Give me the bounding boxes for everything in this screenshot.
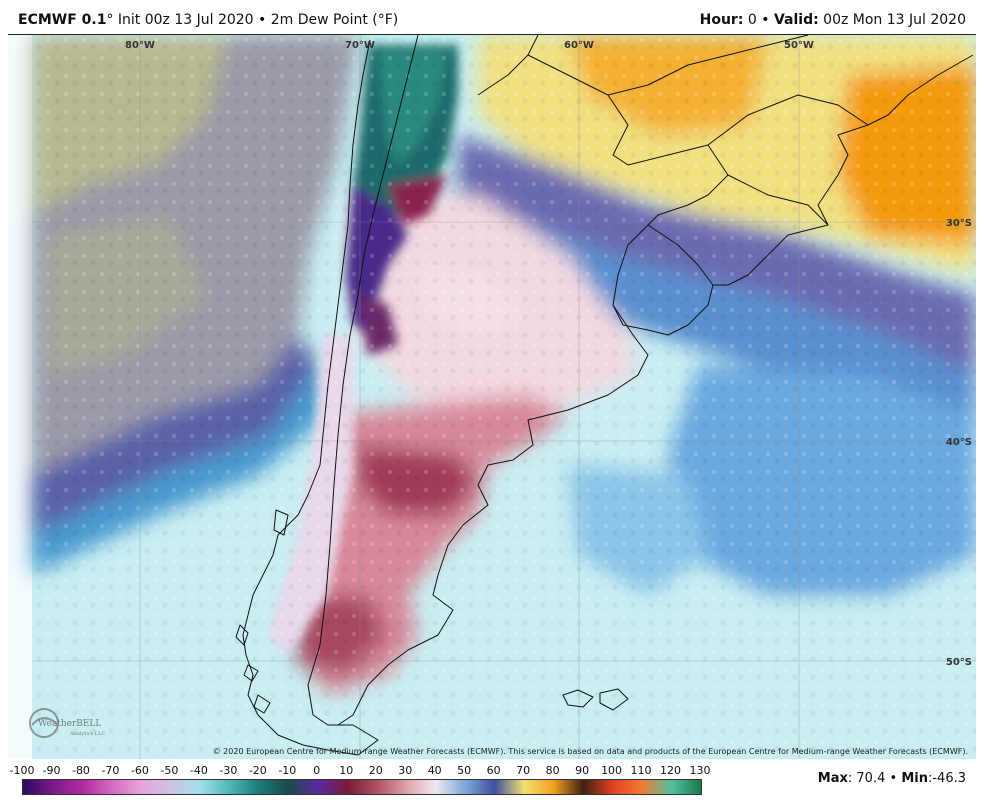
- colorbar-tick-130: 130: [689, 764, 711, 777]
- colorbar-tick--10: -10: [278, 764, 297, 777]
- colorbar-tick--100: -100: [9, 764, 35, 777]
- colorbar-tick-110: 110: [630, 764, 652, 777]
- uruguay-border: [612, 224, 714, 336]
- andes-border: [307, 35, 419, 756]
- bullet-separator: •: [761, 12, 770, 28]
- max-label: Max: [817, 771, 848, 786]
- argentina-atlantic-coast: [337, 304, 649, 726]
- graticule: [32, 35, 976, 759]
- lat-label-50s: 50°S: [946, 657, 972, 668]
- chiloe-island: [273, 509, 289, 536]
- lon-label-50w: 50°W: [784, 40, 814, 51]
- colorbar-tick--60: -60: [130, 764, 149, 777]
- model-name: ECMWF 0.1: [18, 12, 107, 28]
- logo-text: WeatherBELL: [38, 719, 101, 729]
- rio-grande-border: [713, 174, 829, 286]
- colorbar-tick--30: -30: [219, 764, 238, 777]
- falklands-east: [599, 688, 629, 711]
- colorbar-tick--70: -70: [101, 764, 120, 777]
- colorbar-tick--90: -90: [42, 764, 61, 777]
- colorbar-tick-70: 70: [516, 764, 531, 777]
- bullet-separator: •: [889, 771, 898, 786]
- colorbar-tick-50: 50: [457, 764, 472, 777]
- chile-island-2: [243, 664, 259, 682]
- texture-overlay: [32, 35, 976, 759]
- falklands-west: [562, 689, 594, 708]
- colorbar-tick-100: 100: [601, 764, 623, 777]
- weatherbell-logo: WeatherBELL Analytics LLC: [29, 708, 105, 738]
- copyright-notice: © 2020 European Centre for Medium-range …: [213, 747, 968, 756]
- colorbar-tick-20: 20: [368, 764, 383, 777]
- colorbar-tick-90: 90: [575, 764, 590, 777]
- left-margin-strip: [8, 35, 32, 759]
- header: ECMWF 0.1° Init 00z 13 Jul 2020 • 2m Dew…: [0, 0, 984, 34]
- colorbar: [22, 779, 702, 795]
- init-time: Init 00z 13 Jul 2020: [117, 12, 254, 28]
- colorbar-tick--20: -20: [248, 764, 267, 777]
- paraguay-border: [527, 54, 729, 226]
- colorbar-tick-10: 10: [339, 764, 354, 777]
- logo-subtext: Analytics LLC: [69, 731, 105, 737]
- chile-island-3: [253, 694, 271, 714]
- min-value: -46.3: [932, 771, 966, 786]
- chile-island-1: [235, 624, 249, 646]
- map-title: ECMWF 0.1° Init 00z 13 Jul 2020 • 2m Dew…: [18, 12, 398, 28]
- colorbar-tick-60: 60: [486, 764, 501, 777]
- lat-label-30s: 30°S: [946, 218, 972, 229]
- colorbar-tick-0: 0: [313, 764, 321, 777]
- lon-label-60w: 60°W: [564, 40, 594, 51]
- colorbar-tick-labels: -100 -90 -80 -70 -60 -50 -40 -30 -20 -10 0 10 20 30 40…: [0, 764, 984, 778]
- valid-label: Valid:: [773, 12, 819, 28]
- lon-label-70w: 70°W: [345, 40, 375, 51]
- colorbar-tick-120: 120: [660, 764, 682, 777]
- colorbar-tick--40: -40: [189, 764, 208, 777]
- boundaries: [235, 35, 974, 756]
- hour-value: 0: [747, 12, 757, 28]
- header-divider: [8, 34, 976, 35]
- bolivia-border: [477, 35, 539, 96]
- lon-label-80w: 80°W: [125, 40, 155, 51]
- bullet-separator: •: [258, 12, 267, 28]
- colorbar-tick--80: -80: [71, 764, 90, 777]
- colorbar-tick-30: 30: [398, 764, 413, 777]
- brazil-south-coast: [817, 124, 869, 226]
- lat-label-40s: 40°S: [946, 437, 972, 448]
- min-label: Min: [901, 771, 928, 786]
- colorbar-tick-80: 80: [545, 764, 560, 777]
- valid-time: Hour: 0 • Valid: 00z Mon 13 Jul 2020: [700, 12, 966, 28]
- colorbar-tick-40: 40: [427, 764, 442, 777]
- valid-value: 00z Mon 13 Jul 2020: [823, 12, 966, 28]
- max-value: 70.4: [856, 771, 886, 786]
- field-name: 2m Dew Point (°F): [270, 12, 399, 28]
- chile-coastline: [242, 39, 371, 756]
- brazil-north-border: [607, 35, 809, 96]
- degree-mark: °: [106, 12, 114, 28]
- dewpoint-map[interactable]: 80°W 70°W 60°W 50°W 30°S 40°S 50°S Weath…: [8, 35, 976, 759]
- colorbar-tick--50: -50: [160, 764, 179, 777]
- hour-label: Hour:: [699, 12, 744, 28]
- max-min-readout: Max: 70.4 • Min:-46.3: [817, 771, 966, 786]
- map-svg: 80°W 70°W 60°W 50°W 30°S 40°S 50°S Weath…: [8, 35, 976, 759]
